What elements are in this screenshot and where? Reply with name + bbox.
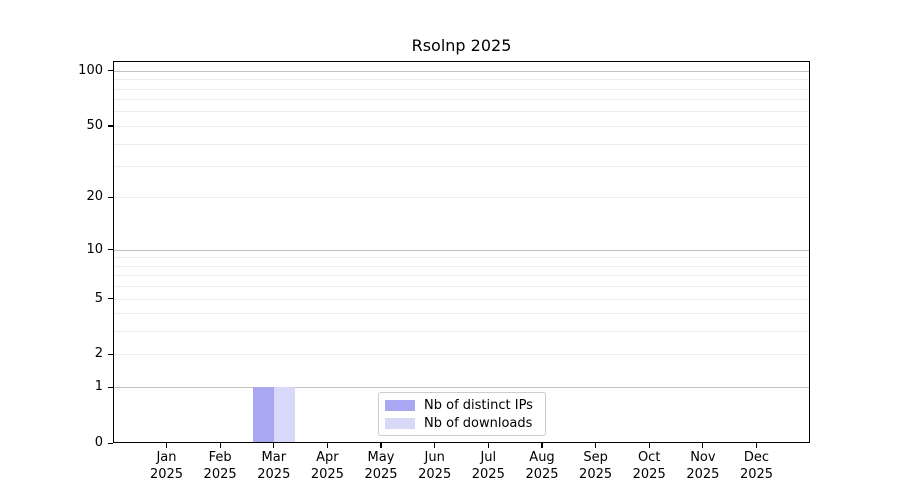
chart-title: Rsolnp 2025: [411, 36, 512, 55]
bar-distinct-ips-mar: [252, 387, 274, 443]
gridline-y-2: [113, 354, 810, 356]
plot-area: [113, 61, 810, 443]
gridline-y-4: [113, 313, 810, 315]
x-tick-label-apr: Apr 2025: [310, 450, 344, 482]
x-tick-apr: [326, 443, 328, 448]
y-tick-label-50: 50: [86, 117, 103, 133]
legend: Nb of distinct IPs Nb of downloads: [378, 392, 546, 436]
y-tick-5: [108, 298, 113, 300]
gridline-y-100: [113, 70, 810, 72]
gridline-y-7: [113, 275, 810, 277]
y-tick-1: [108, 386, 113, 388]
y-tick-100: [108, 70, 113, 72]
x-tick-label-feb: Feb 2025: [203, 450, 237, 482]
x-tick-label-mar: Mar 2025: [257, 450, 291, 482]
legend-label-distinct-ips: Nb of distinct IPs: [424, 397, 533, 413]
y-tick-20: [108, 196, 113, 199]
gridline-y-90: [113, 79, 810, 81]
y-tick-0: [108, 442, 113, 444]
y-tick-label-10: 10: [86, 241, 103, 257]
y-tick-10: [108, 249, 113, 251]
x-tick-feb: [219, 443, 221, 448]
gridline-y-3: [113, 331, 810, 333]
gridline-y-5: [113, 298, 810, 300]
x-tick-label-oct: Oct 2025: [632, 450, 666, 482]
y-tick-label-0: 0: [94, 435, 103, 450]
gridline-y-50: [113, 125, 810, 127]
y-tick-label-20: 20: [86, 189, 103, 205]
x-tick-label-dec: Dec 2025: [739, 450, 774, 482]
y-tick-label-5: 5: [94, 290, 103, 306]
x-tick-label-jun: Jun 2025: [418, 450, 452, 482]
x-tick-oct: [648, 443, 650, 448]
bar-downloads-mar: [273, 387, 295, 443]
gridline-y-10: [113, 249, 810, 251]
legend-swatch-downloads: [385, 417, 415, 429]
y-tick-2: [108, 353, 113, 356]
legend-item-distinct-ips: Nb of distinct IPs: [385, 398, 545, 413]
y-tick-label-100: 100: [78, 62, 103, 78]
x-tick-nov: [702, 443, 704, 448]
x-tick-jan: [165, 443, 168, 448]
gridline-y-30: [113, 166, 810, 167]
y-tick-label-1: 1: [94, 379, 103, 395]
x-tick-mar: [273, 443, 275, 448]
x-tick-sep: [595, 443, 597, 448]
x-tick-label-sep: Sep 2025: [579, 450, 613, 482]
bars-layer: [113, 61, 810, 443]
x-tick-label-jan: Jan 2025: [149, 450, 184, 482]
gridline-y-20: [113, 197, 810, 199]
gridline-y-70: [113, 99, 810, 101]
x-tick-jun: [434, 443, 436, 448]
x-tick-label-nov: Nov 2025: [686, 450, 720, 482]
x-tick-jul: [487, 443, 489, 448]
legend-item-downloads: Nb of downloads: [385, 416, 545, 431]
gridline-y-9: [113, 257, 810, 259]
gridline-y-8: [113, 265, 810, 267]
gridline-y-60: [113, 111, 810, 113]
x-tick-label-jul: Jul 2025: [471, 450, 505, 482]
gridline-y-80: [113, 88, 810, 90]
grid-layer: [113, 61, 810, 443]
legend-swatch-distinct-ips: [385, 399, 415, 411]
y-tick-label-2: 2: [94, 346, 103, 362]
x-tick-may: [380, 443, 382, 448]
x-tick-dec: [755, 443, 758, 448]
x-tick-aug: [541, 443, 543, 448]
gridline-y-6: [113, 286, 810, 288]
legend-label-downloads: Nb of downloads: [424, 415, 533, 431]
x-tick-label-aug: Aug 2025: [525, 450, 559, 482]
x-tick-label-may: May 2025: [364, 450, 398, 482]
gridline-y-1: [113, 387, 810, 389]
y-tick-50: [108, 125, 113, 127]
gridline-y-40: [113, 143, 810, 145]
